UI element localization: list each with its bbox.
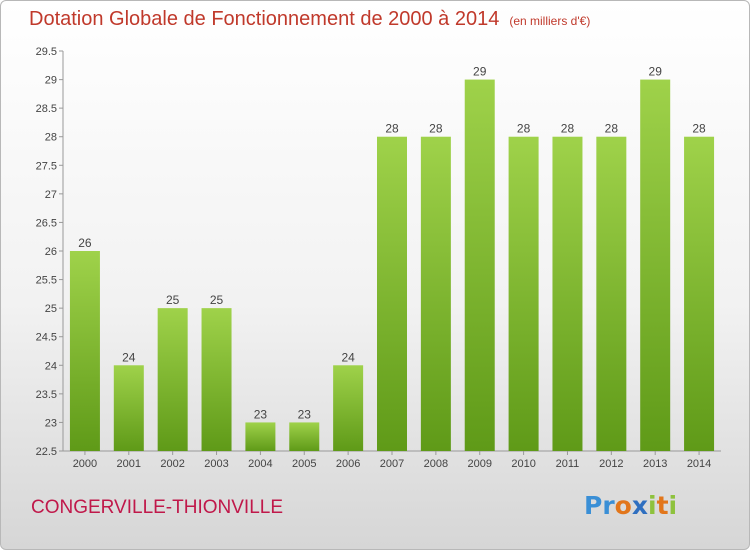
bar-2014	[684, 136, 715, 451]
chart-title-text: Dotation Globale de Fonctionnement de 20…	[29, 8, 500, 30]
x-tick-label-2010: 2010	[511, 458, 535, 470]
bar-2000	[69, 251, 100, 451]
commune-name: CONGERVILLE-THIONVILLE	[31, 497, 284, 518]
bar-2009	[464, 79, 495, 452]
y-axis: 22.5 23 23.5 24 24.5 25 25.5 26 26.5 27 27.5 28 28.5…	[36, 46, 64, 458]
data-label-2003: 25	[210, 293, 224, 307]
y-tick-label: 28	[45, 132, 57, 144]
bar-2008	[420, 136, 451, 451]
y-tick-label: 29.5	[36, 46, 57, 58]
y-tick-label: 22.5	[36, 446, 57, 458]
bar-2003	[201, 308, 232, 451]
x-tick-label-2001: 2001	[117, 458, 141, 470]
bar-2012	[596, 136, 627, 451]
bar-2005	[289, 422, 320, 451]
proxiti-logo: Proxiti	[584, 491, 678, 520]
bar-2010	[508, 136, 539, 451]
chart-unit-note: (en milliers d'€)	[509, 14, 591, 28]
x-tick-label-2005: 2005	[292, 458, 316, 470]
bar-2001	[113, 365, 144, 451]
y-tick-label: 23.5	[36, 389, 57, 401]
data-label-2005: 23	[298, 407, 312, 421]
bars	[69, 79, 715, 452]
bar-2007	[377, 136, 407, 451]
data-label-2007: 28	[385, 122, 399, 136]
x-tick-label-2009: 2009	[467, 458, 491, 470]
chart-title: Dotation Globale de Fonctionnement de 20…	[29, 8, 590, 31]
y-tick-label: 24	[45, 360, 57, 372]
bar-2002	[157, 308, 188, 451]
x-tick-label-2002: 2002	[160, 458, 184, 470]
y-tick-label: 28.5	[36, 103, 57, 115]
y-tick-label: 26.5	[36, 217, 57, 229]
data-label-2010: 28	[517, 122, 531, 136]
data-label-2012: 28	[605, 122, 619, 136]
y-tick-label: 27	[45, 189, 57, 201]
data-label-2000: 26	[78, 236, 92, 250]
x-tick-label-2000: 2000	[73, 458, 97, 470]
x-tick-label-2012: 2012	[599, 458, 623, 470]
data-label-2014: 28	[692, 122, 706, 136]
data-label-2004: 23	[254, 407, 268, 421]
y-tick-label: 23	[45, 417, 57, 429]
y-tick-label: 25	[45, 303, 57, 315]
y-tick-label: 25.5	[36, 275, 57, 287]
data-label-2013: 29	[649, 65, 663, 79]
data-label-2011: 28	[561, 122, 575, 136]
data-label-2009: 29	[473, 65, 487, 79]
data-labels: 26 24 25 25 23 23 24 28 28 29 28 28 28 29 28	[78, 65, 706, 422]
y-tick-label: 24.5	[36, 332, 57, 344]
bar-2006	[333, 365, 364, 451]
data-label-2006: 24	[341, 350, 355, 364]
x-tick-label-2011: 2011	[556, 458, 580, 470]
data-label-2002: 25	[166, 293, 180, 307]
y-tick-label: 26	[45, 246, 57, 258]
x-axis: 2000 2001 2002 2003 2004 2005 2006 2007 2008 2009…	[63, 450, 721, 470]
x-tick-label-2007: 2007	[380, 458, 404, 470]
x-tick-label-2003: 2003	[204, 458, 228, 470]
y-tick-label: 27.5	[36, 160, 57, 172]
x-tick-label-2008: 2008	[424, 458, 448, 470]
bar-2011	[552, 136, 583, 451]
x-tick-label-2004: 2004	[248, 458, 272, 470]
bar-2004	[245, 422, 276, 451]
bar-2013	[640, 79, 671, 452]
x-tick-label-2006: 2006	[336, 458, 360, 470]
data-label-2001: 24	[122, 350, 136, 364]
x-tick-label-2014: 2014	[687, 458, 711, 470]
y-tick-label: 29	[45, 75, 57, 87]
data-label-2008: 28	[429, 122, 443, 136]
x-tick-label-2013: 2013	[643, 458, 667, 470]
